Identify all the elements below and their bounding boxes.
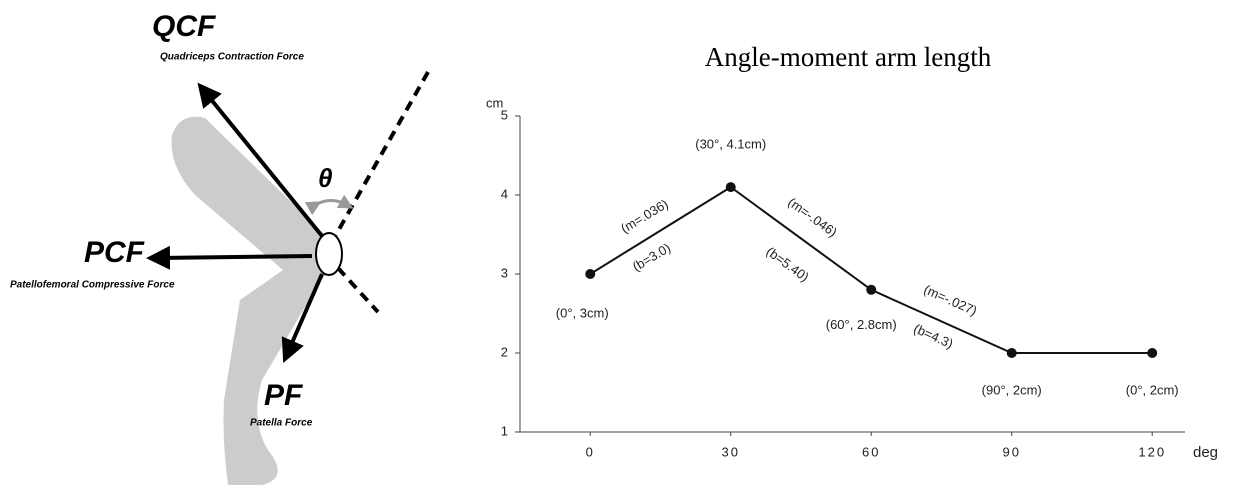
x-tick-label: 120 bbox=[1138, 444, 1166, 459]
x-tick-label: 60 bbox=[862, 444, 880, 459]
point-label: (90°, 2cm) bbox=[982, 382, 1042, 397]
x-tick-label: 90 bbox=[1002, 444, 1020, 459]
data-point bbox=[725, 182, 736, 193]
patella bbox=[315, 232, 343, 276]
knee-diagram: QCF Quadriceps Contraction Force PCF Pat… bbox=[10, 10, 430, 486]
pf-arrow bbox=[281, 273, 324, 364]
data-point bbox=[1147, 348, 1158, 358]
data-point bbox=[1006, 348, 1017, 358]
data-point bbox=[866, 284, 877, 295]
reference-line bbox=[331, 71, 430, 241]
y-tick-label: 2 bbox=[501, 344, 508, 359]
y-tick-label: 3 bbox=[501, 265, 508, 280]
pf-label: PF bbox=[264, 379, 303, 412]
reference-line bbox=[336, 266, 380, 314]
segment-annotation: (m=-.027) bbox=[921, 282, 979, 319]
qcf-arrow bbox=[197, 82, 324, 238]
data-point bbox=[585, 269, 596, 279]
x-axis-label: deg bbox=[1193, 444, 1218, 461]
plot: 1 2 3 4 5 0 30 60 90 120 (0°, 3cm) (30°, 4.1cm) (60°… bbox=[501, 107, 1185, 459]
qcf-caption: Quadriceps Contraction Force bbox=[160, 52, 304, 63]
segment-annotation: (b=5.40) bbox=[763, 244, 811, 285]
point-label: (0°, 2cm) bbox=[1126, 382, 1179, 397]
angle-arc bbox=[304, 194, 354, 216]
pcf-label: PCF bbox=[84, 236, 145, 269]
point-label: (60°, 2.8cm) bbox=[826, 317, 897, 332]
angle-label: θ bbox=[318, 163, 333, 193]
y-axis-label: cm bbox=[486, 95, 503, 110]
point-label: (30°, 4.1cm) bbox=[695, 137, 766, 152]
qcf-label: QCF bbox=[152, 10, 216, 43]
y-tick-label: 4 bbox=[501, 186, 508, 201]
y-tick-label: 1 bbox=[501, 423, 508, 438]
pcf-arrow bbox=[146, 245, 313, 270]
pcf-caption: Patellofemoral Compressive Force bbox=[10, 280, 175, 291]
chart-title: Angle-moment arm length bbox=[705, 42, 992, 72]
leg-silhouette bbox=[171, 116, 331, 486]
pf-caption: Patella Force bbox=[250, 418, 313, 429]
y-tick-label: 5 bbox=[501, 107, 508, 122]
x-tick-label: 30 bbox=[722, 444, 740, 459]
point-label: (0°, 3cm) bbox=[556, 305, 609, 320]
x-tick-label: 0 bbox=[586, 444, 595, 459]
